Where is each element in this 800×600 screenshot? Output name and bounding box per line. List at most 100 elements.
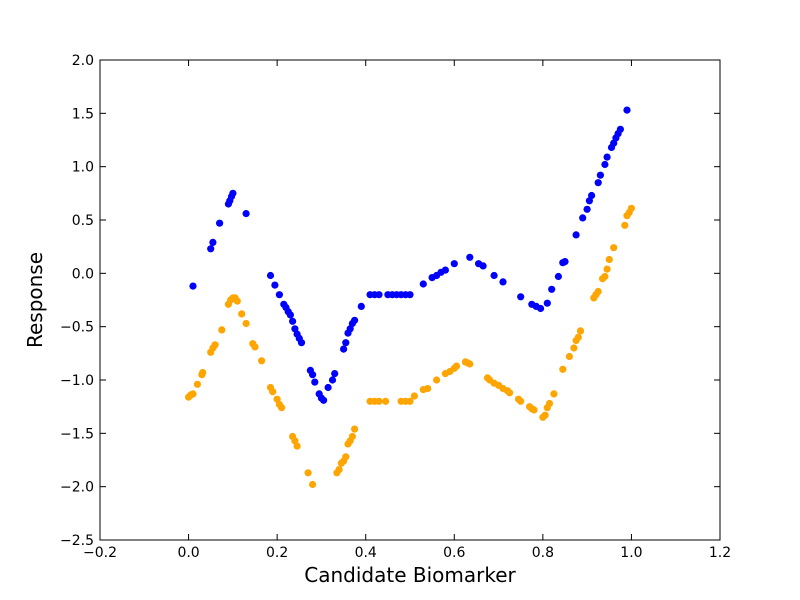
x-tick-label: −0.2 [83, 545, 117, 561]
data-point-series-1 [375, 291, 383, 299]
data-point-series-2 [406, 397, 414, 405]
data-point-series-1 [601, 160, 609, 169]
data-point-series-1 [311, 378, 319, 386]
x-tick-label: 0.6 [443, 545, 465, 561]
data-point-series-2 [576, 327, 585, 335]
data-point-series-1 [441, 266, 449, 274]
data-point-series-2 [550, 390, 558, 398]
data-point-series-2 [570, 344, 578, 352]
plot-frame [99, 59, 721, 541]
data-point-series-1 [450, 260, 458, 268]
x-axis-label: Candidate Biomarker [304, 563, 516, 587]
data-point-series-1 [286, 311, 294, 319]
y-tick-label: 0.5 [72, 213, 94, 229]
data-point-series-2 [233, 297, 241, 305]
data-point-series-1 [490, 271, 498, 280]
data-point-series-2 [603, 265, 611, 273]
data-point-series-1 [275, 291, 283, 299]
data-point-series-1 [351, 316, 359, 324]
data-point-series-1 [583, 205, 591, 213]
data-point-series-1 [266, 271, 275, 280]
x-axis-ticks: −0.2 0.0 0.2 0.4 0.6 0.8 1.0 1.2 [83, 60, 731, 561]
data-point-series-1 [189, 282, 197, 290]
y-tick-label: 1.0 [72, 160, 94, 176]
data-point-series-2 [466, 360, 474, 368]
data-point-series-1 [297, 339, 306, 347]
data-point-series-2 [621, 221, 629, 229]
data-point-series-2 [433, 376, 441, 384]
data-point-series-1 [596, 171, 605, 179]
data-point-series-2 [269, 388, 277, 396]
data-point-series-1 [242, 210, 250, 218]
data-point-series-2 [627, 204, 636, 212]
data-point-series-1 [499, 278, 507, 286]
data-point-series-1 [623, 106, 631, 114]
x-tick-label: 0.0 [177, 545, 199, 561]
y-tick-label: −1.0 [60, 373, 94, 389]
data-point-series-1 [320, 396, 328, 404]
data-point-series-2 [193, 380, 201, 388]
data-point-series-1 [331, 370, 339, 378]
data-point-series-2 [342, 453, 350, 461]
y-tick-label: 0.0 [72, 266, 94, 282]
x-tick-label: 0.2 [266, 545, 288, 561]
data-point-series-1 [357, 302, 365, 310]
data-point-series-1 [561, 258, 569, 266]
data-point-series-2 [610, 244, 618, 252]
data-point-series-2 [251, 343, 259, 351]
data-point-series-2 [309, 480, 317, 489]
data-point-series-2 [211, 341, 219, 349]
data-point-series-2 [601, 272, 609, 281]
y-tick-label: 2.0 [72, 53, 94, 69]
data-point-series-2 [238, 310, 246, 318]
data-point-series-1 [324, 383, 332, 392]
data-point-series-1 [340, 345, 348, 353]
data-point-series-2 [278, 404, 286, 412]
data-point-series-1 [209, 238, 217, 246]
data-point-series-1 [517, 293, 525, 301]
y-tick-label: −2.5 [60, 533, 94, 549]
data-point-series-1 [579, 214, 587, 222]
data-point-series-2 [565, 352, 574, 361]
x-tick-label: 0.4 [355, 545, 377, 561]
data-point-series-2 [199, 368, 207, 377]
data-point-series-2 [258, 357, 266, 365]
data-point-series-1 [406, 291, 414, 299]
points-layer [185, 106, 636, 489]
data-point-series-2 [574, 333, 582, 341]
data-point-series-2 [293, 442, 301, 450]
data-point-series-1 [419, 280, 427, 288]
data-point-series-2 [242, 319, 250, 328]
data-point-series-1 [572, 231, 580, 239]
data-point-series-2 [559, 365, 567, 373]
data-point-series-1 [594, 179, 602, 187]
data-point-series-2 [605, 255, 613, 264]
data-point-series-1 [328, 376, 337, 384]
y-tick-label: 1.5 [72, 106, 94, 122]
x-tick-label: 0.8 [532, 545, 554, 561]
data-point-series-2 [506, 389, 514, 397]
data-point-series-1 [289, 317, 297, 325]
data-point-series-1 [309, 371, 317, 379]
y-tick-label: −0.5 [60, 320, 94, 336]
data-point-series-1 [342, 339, 350, 347]
data-point-series-2 [351, 425, 359, 433]
data-point-series-2 [545, 399, 554, 408]
data-point-series-1 [543, 299, 551, 307]
data-point-series-2 [218, 326, 226, 334]
data-point-series-1 [466, 253, 474, 261]
data-point-series-2 [335, 466, 343, 474]
data-point-series-1 [603, 153, 611, 161]
y-axis-label: Response [23, 252, 47, 348]
data-point-series-1 [616, 125, 625, 133]
data-point-series-2 [530, 406, 538, 414]
data-point-series-1 [271, 281, 279, 289]
data-point-series-2 [517, 397, 525, 405]
data-point-series-2 [189, 390, 197, 398]
data-point-series-1 [548, 285, 556, 293]
data-point-series-1 [588, 191, 596, 200]
data-point-series-2 [410, 392, 418, 400]
data-point-series-2 [541, 411, 549, 419]
x-tick-label: 1.2 [709, 545, 731, 561]
